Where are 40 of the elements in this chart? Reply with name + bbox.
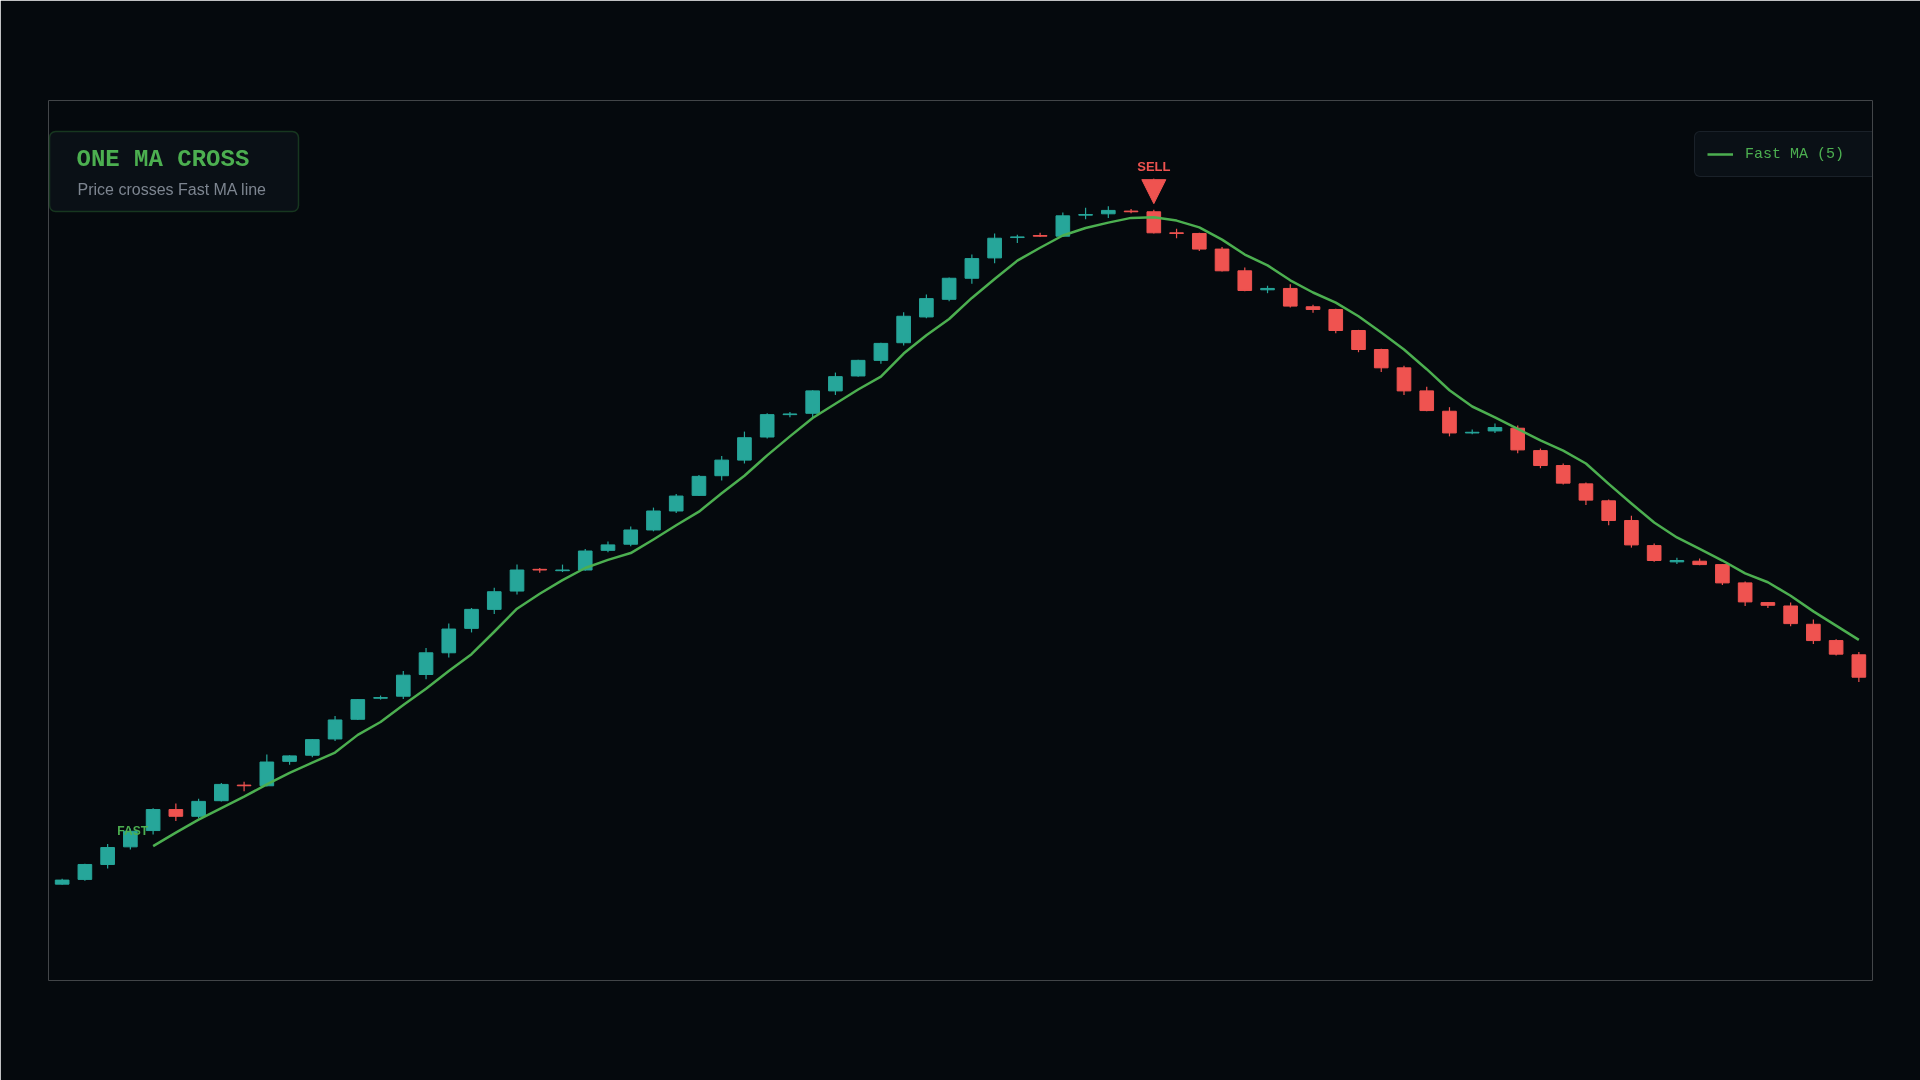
candlestick [1806, 618, 1821, 645]
candlestick [1442, 406, 1457, 437]
candlestick [1533, 447, 1548, 469]
candlestick [1851, 651, 1867, 683]
candlestick [1578, 481, 1594, 506]
candlestick [1396, 365, 1412, 396]
candlestick [327, 715, 343, 742]
candlestick [1419, 386, 1435, 412]
candlestick [168, 802, 184, 822]
candlestick [441, 623, 457, 659]
candlestick [1646, 542, 1662, 563]
candlestick [987, 232, 1002, 264]
candlestick [1601, 498, 1616, 526]
candlestick [418, 647, 434, 680]
candlestick [1783, 601, 1798, 627]
candlestick [805, 389, 820, 418]
legend-label: Fast MA (5) [1745, 145, 1846, 163]
chart-subtitle: Price crosses Fast MA line [77, 181, 267, 198]
candlestick [759, 412, 775, 439]
candlestick [623, 525, 639, 547]
chart-title: ONE MA CROSS [76, 146, 250, 173]
text: SELL [1137, 158, 1171, 174]
candlestick [1510, 424, 1526, 454]
candlestick [1214, 246, 1230, 273]
candlestick [191, 798, 206, 819]
candlestick [486, 587, 502, 615]
candlestick [509, 563, 525, 596]
candlestick [1737, 580, 1753, 607]
candlestick [100, 843, 115, 870]
candlestick [737, 431, 752, 465]
candlestick [464, 607, 479, 634]
candlestick [964, 253, 980, 285]
candlestick [1487, 422, 1503, 434]
candlestick [668, 493, 684, 514]
candlestick [236, 781, 252, 792]
candlestick [714, 455, 730, 482]
candlestick [828, 371, 843, 396]
candlestick [395, 670, 411, 700]
candlestick [1555, 462, 1571, 486]
candlestick [1328, 308, 1344, 334]
